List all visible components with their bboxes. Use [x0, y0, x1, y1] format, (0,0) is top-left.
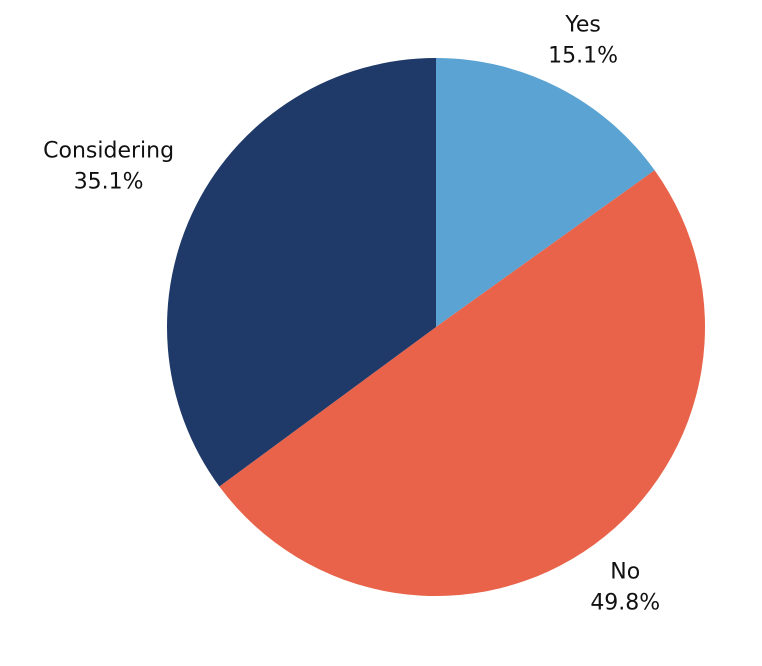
- slice-value-label: 15.1%: [548, 44, 618, 69]
- slice-label: No: [610, 560, 640, 585]
- slice-value-label: 49.8%: [590, 591, 660, 616]
- pie-slice: [436, 58, 655, 327]
- pie-slice: [219, 170, 705, 596]
- slice-value-label: 35.1%: [74, 170, 144, 195]
- slice-label: Yes: [564, 13, 601, 38]
- slice-label: Considering: [43, 139, 174, 164]
- pie-slice: [167, 58, 437, 487]
